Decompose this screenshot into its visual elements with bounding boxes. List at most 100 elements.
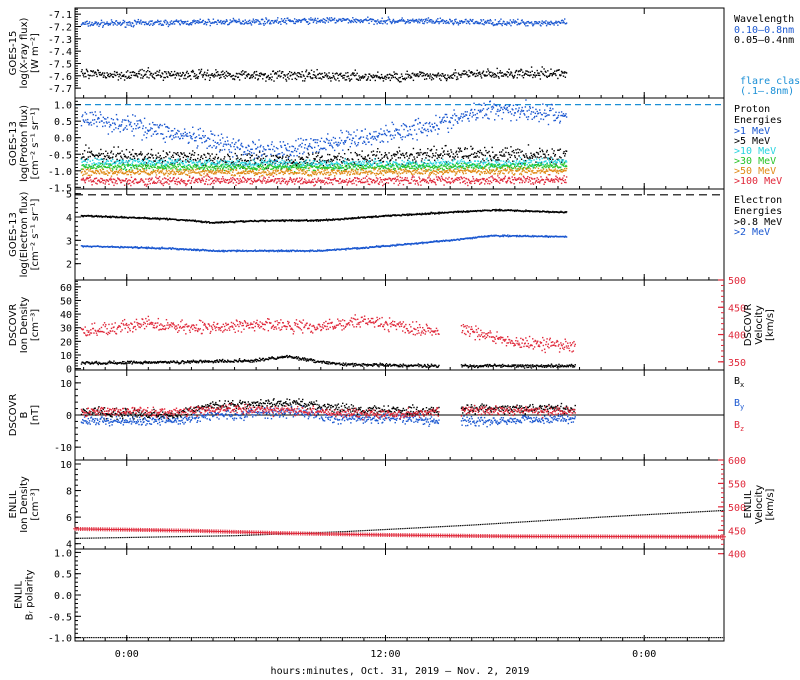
- data-point: [147, 69, 149, 72]
- data-point: [403, 124, 406, 126]
- data-point: [232, 20, 234, 23]
- data-point: [247, 165, 249, 167]
- data-point: [327, 133, 329, 135]
- data-point: [117, 165, 120, 167]
- data-point: [315, 139, 317, 141]
- data-point: [112, 153, 115, 155]
- data-point: [448, 22, 450, 25]
- data-point: [459, 117, 462, 119]
- data-point: [237, 20, 240, 23]
- y-tick-label: -7.4: [48, 47, 72, 58]
- data-point: [225, 19, 228, 21]
- data-point: [273, 158, 276, 161]
- data-point: [324, 141, 326, 144]
- data-point: [153, 77, 156, 80]
- data-point: [550, 68, 552, 70]
- data-point: [409, 77, 412, 79]
- data-point: [238, 167, 241, 170]
- data-point: [142, 77, 144, 79]
- data-point: [252, 75, 255, 78]
- data-point: [87, 118, 89, 121]
- data-point: [398, 146, 400, 149]
- data-point: [267, 145, 270, 147]
- data-point: [279, 21, 281, 23]
- data-point: [511, 150, 513, 153]
- data-point: [510, 113, 513, 115]
- data-point: [373, 166, 376, 168]
- data-point: [397, 168, 400, 170]
- data-point: [445, 113, 448, 116]
- data-point: [479, 22, 481, 25]
- data-point: [236, 164, 238, 166]
- data-point: [198, 72, 201, 75]
- data-point: [445, 120, 447, 123]
- data-point: [286, 161, 288, 164]
- data-point: [234, 152, 236, 155]
- data-point: [265, 18, 268, 20]
- data-point: [440, 153, 442, 155]
- data-point: [400, 20, 402, 22]
- data-point: [301, 164, 303, 166]
- data-point: [135, 171, 137, 174]
- data-point: [347, 136, 349, 138]
- data-point: [445, 77, 447, 80]
- data-point: [341, 162, 343, 164]
- data-point: [388, 165, 390, 167]
- data-point: [343, 160, 345, 163]
- data-point: [492, 105, 494, 108]
- panel-1: -7.1-7.2-7.3-7.4-7.5-7.6-7.7GOES-15log(X…: [8, 7, 800, 99]
- data-point: [151, 166, 153, 169]
- data-point: [392, 20, 394, 22]
- data-point: [483, 161, 485, 164]
- data-point: [135, 20, 137, 23]
- data-point: [245, 22, 247, 24]
- data-point: [107, 152, 109, 155]
- data-point: [470, 109, 472, 112]
- data-point: [103, 122, 105, 124]
- data-point: [491, 23, 493, 25]
- data-point: [120, 159, 122, 161]
- data-point: [487, 68, 489, 70]
- data-point: [113, 70, 116, 73]
- data-point: [330, 80, 332, 82]
- data-point: [97, 23, 99, 25]
- data-point: [207, 161, 209, 163]
- data-point: [151, 162, 153, 164]
- data-point: [319, 167, 321, 170]
- data-point: [180, 133, 182, 135]
- data-point: [312, 77, 314, 79]
- data-point: [297, 163, 300, 165]
- data-point: [128, 24, 130, 26]
- data-point: [470, 164, 472, 167]
- data-point: [415, 163, 417, 165]
- data-point: [245, 21, 248, 23]
- data-point: [511, 167, 513, 170]
- data-point: [420, 160, 423, 162]
- data-point: [472, 114, 475, 116]
- data-point: [244, 162, 246, 164]
- data-point: [546, 23, 548, 25]
- data-point: [80, 124, 83, 127]
- data-point: [212, 160, 214, 162]
- data-point: [135, 23, 138, 25]
- data-point: [255, 167, 257, 170]
- data-point: [180, 169, 182, 171]
- data-point: [93, 172, 96, 174]
- data-point: [83, 165, 86, 168]
- data-point: [178, 169, 180, 171]
- data-point: [471, 116, 473, 118]
- data-point: [315, 77, 318, 79]
- data-point: [181, 166, 183, 168]
- data-point: [267, 76, 269, 78]
- data-point: [551, 74, 553, 77]
- data-point: [560, 161, 563, 163]
- data-point: [319, 140, 321, 143]
- data-point: [382, 133, 384, 136]
- data-point: [252, 18, 255, 20]
- data-point: [165, 165, 167, 167]
- data-point: [217, 161, 220, 164]
- data-point: [82, 153, 84, 155]
- data-point: [115, 154, 118, 156]
- data-point: [462, 167, 465, 170]
- data-point: [177, 165, 180, 168]
